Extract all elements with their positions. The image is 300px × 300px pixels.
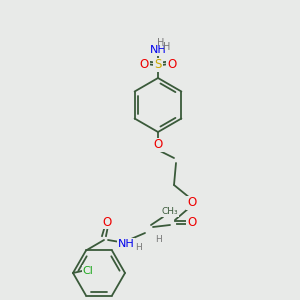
Text: O: O [153, 139, 163, 152]
Text: CH₃: CH₃ [162, 208, 178, 217]
Text: O: O [167, 58, 177, 70]
Text: H: H [154, 236, 161, 244]
Text: O: O [102, 215, 112, 229]
Text: H: H [136, 244, 142, 253]
Text: O: O [188, 215, 196, 229]
Text: H: H [163, 42, 171, 52]
Text: NH: NH [150, 45, 166, 55]
Text: H: H [157, 38, 165, 48]
Text: Cl: Cl [82, 266, 93, 276]
Text: NH: NH [118, 239, 134, 249]
Text: O: O [188, 196, 196, 209]
Text: O: O [140, 58, 148, 70]
Text: S: S [154, 58, 162, 71]
